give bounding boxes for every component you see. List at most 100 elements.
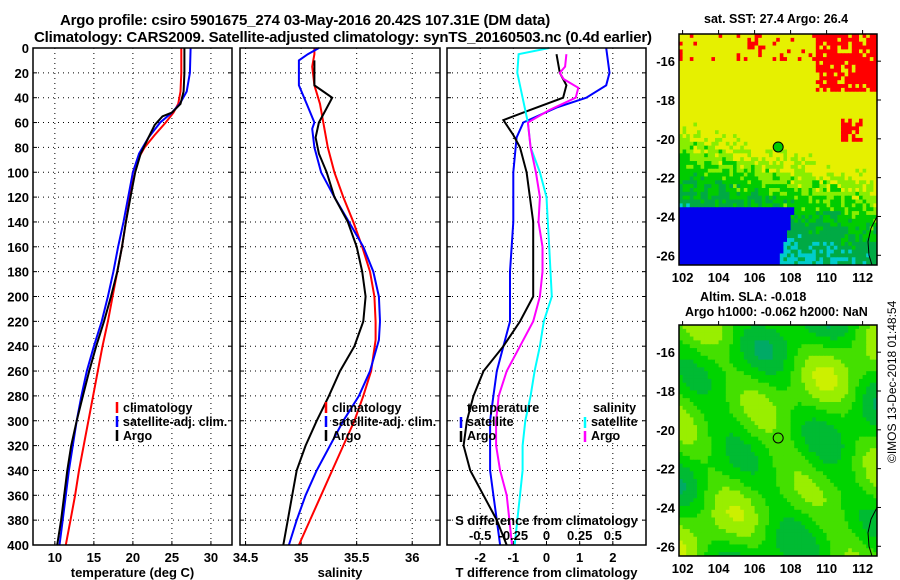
map-cell [844, 226, 849, 231]
map-cell [848, 91, 853, 97]
map-cell [808, 72, 813, 77]
map-cell [725, 402, 730, 407]
x-tick-label: 34.5 [233, 550, 258, 565]
map-cell [769, 261, 774, 266]
map-cell [805, 214, 810, 220]
map-cell [761, 363, 766, 368]
map-cell [830, 261, 835, 266]
map-cell [725, 378, 730, 384]
map-cell [797, 386, 802, 391]
map-cell [679, 34, 684, 39]
map-cell [725, 176, 730, 181]
map-cell [682, 195, 687, 201]
map-cell [826, 45, 831, 50]
map-cell [765, 176, 770, 181]
map-cell [715, 41, 720, 47]
map-cell [693, 367, 698, 372]
map-cell [815, 164, 820, 170]
map-cell [700, 134, 705, 139]
map-cell [808, 417, 813, 422]
map-cell [722, 409, 727, 415]
map-cell [747, 76, 752, 81]
map-cell [707, 257, 712, 262]
map-cell [776, 153, 781, 158]
map-cell [794, 199, 799, 204]
map-cell [704, 241, 709, 247]
map-cell [866, 394, 871, 399]
map-cell [801, 184, 806, 189]
map-cell [715, 149, 720, 154]
map-cell [779, 168, 784, 174]
map-cell [729, 184, 734, 189]
map-cell [740, 34, 745, 39]
map-cell [704, 161, 709, 166]
map-cell [801, 122, 806, 127]
map-cell [715, 180, 720, 185]
map-cell [805, 409, 810, 415]
map-cell [801, 161, 806, 166]
map-cell [729, 188, 734, 193]
map-cell [797, 180, 802, 185]
map-cell [711, 230, 716, 235]
map-cell [837, 328, 842, 334]
map-cell [851, 328, 856, 334]
map-cell [693, 157, 698, 162]
map-cell [819, 238, 824, 243]
map-cell [812, 394, 817, 399]
map-cell [722, 340, 727, 345]
map-cell [783, 80, 788, 85]
map-cell [769, 72, 774, 77]
map-cell [736, 390, 741, 395]
map-cell [725, 375, 730, 380]
map-cell [830, 60, 835, 66]
map-cell [733, 234, 738, 239]
map-cell [747, 64, 752, 70]
map-cell [711, 168, 716, 174]
map-cell [790, 34, 795, 39]
map-cell [769, 57, 774, 62]
map-cell [758, 367, 763, 372]
map-cell [848, 351, 853, 357]
map-cell [704, 191, 709, 197]
map-cell [830, 91, 835, 97]
map-cell [779, 332, 784, 338]
map-cell [841, 371, 846, 376]
map-cell [805, 405, 810, 411]
map-cell [783, 390, 788, 395]
map-cell [769, 226, 774, 231]
map-cell [833, 45, 838, 50]
map-cell [751, 199, 756, 204]
map-cell [866, 60, 871, 66]
map-y-tick-label: -24 [656, 209, 676, 224]
map-cell [783, 122, 788, 127]
map-cell [869, 398, 874, 403]
map-cell [697, 238, 702, 243]
map-cell [873, 325, 878, 330]
map-cell [801, 134, 806, 139]
map-cell [754, 257, 759, 262]
map-cell [718, 168, 723, 174]
map-cell [711, 211, 716, 216]
map-cell [765, 417, 770, 422]
map-cell [815, 230, 820, 235]
map-cell [819, 153, 824, 158]
map-cell [815, 45, 820, 50]
map-cell [729, 355, 734, 361]
map-cell [718, 37, 723, 43]
map-cell [689, 103, 694, 108]
map-cell [704, 245, 709, 251]
map-cell [855, 402, 860, 407]
map-cell [689, 222, 694, 227]
map-cell [833, 199, 838, 204]
map-cell [754, 413, 759, 418]
map-cell [743, 382, 748, 388]
x-tick-label: 36 [405, 550, 419, 565]
map-cell [797, 238, 802, 243]
map-cell [815, 378, 820, 384]
map-cell [743, 99, 748, 104]
map-cell [823, 230, 828, 235]
map-cell [747, 409, 752, 415]
map-cell [819, 386, 824, 391]
map-cell [815, 34, 820, 39]
map-cell [697, 172, 702, 177]
